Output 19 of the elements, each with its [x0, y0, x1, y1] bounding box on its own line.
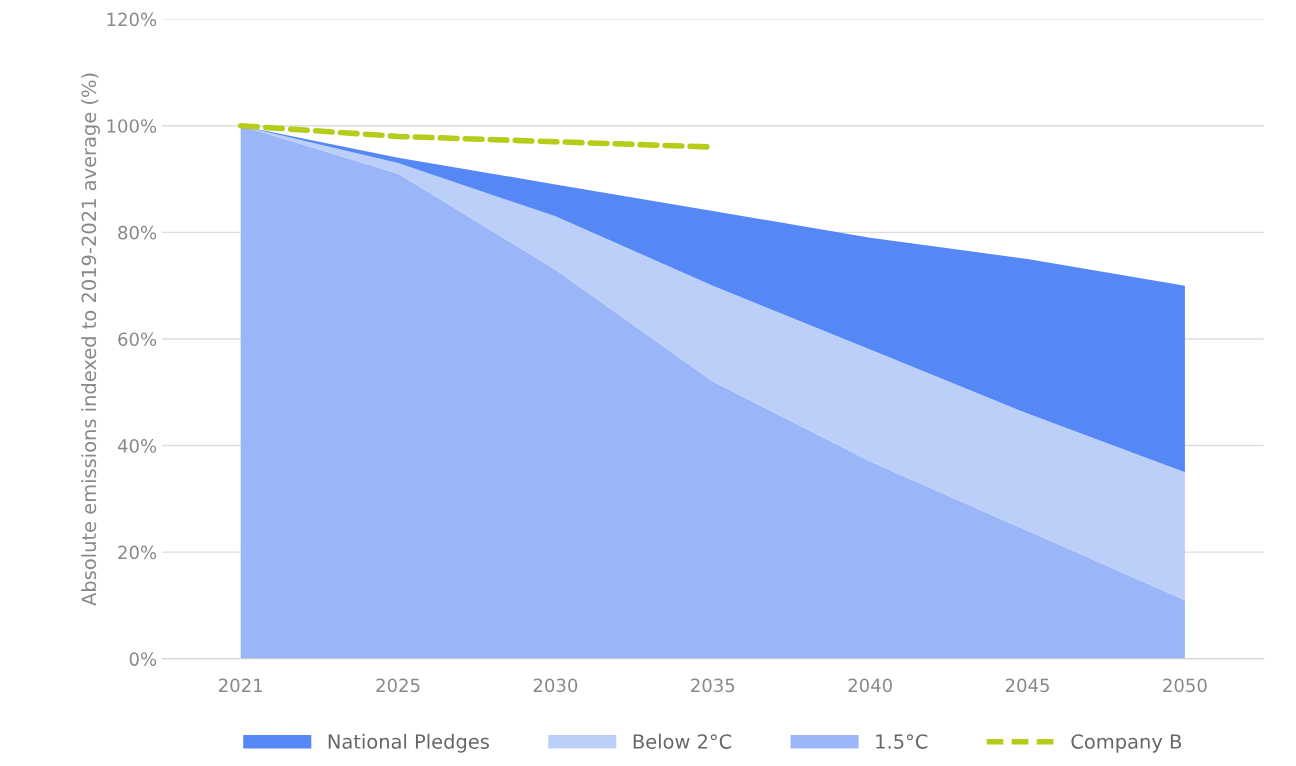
y-tick-label: 40% — [117, 439, 157, 453]
legend-label: 1.5°C — [876, 734, 928, 749]
x-tick-label: 2025 — [376, 678, 420, 693]
y-tick-label: 80% — [118, 225, 157, 240]
x-tick-label: 2050 — [1163, 678, 1207, 693]
x-tick-label: 2045 — [1005, 678, 1049, 693]
x-tick-label: 2035 — [691, 678, 735, 693]
legend-label: Company B — [1071, 734, 1181, 753]
y-tick-label: 120% — [107, 12, 157, 27]
y-axis-title: Absolute emissions indexed to 2019-2021 average (%) — [81, 73, 100, 606]
y-tick-label: 20% — [118, 545, 157, 560]
legend-label: National Pledges — [328, 733, 489, 753]
x-tick-label: 2021 — [219, 678, 262, 693]
y-tick-label: 100% — [107, 119, 157, 133]
y-tick-label: 60% — [118, 332, 157, 347]
x-tick-label: 2030 — [533, 678, 578, 693]
y-tick-label: 0% — [129, 652, 157, 666]
x-tick-label: 2040 — [848, 678, 892, 693]
legend-label: Below 2°C — [633, 733, 732, 749]
